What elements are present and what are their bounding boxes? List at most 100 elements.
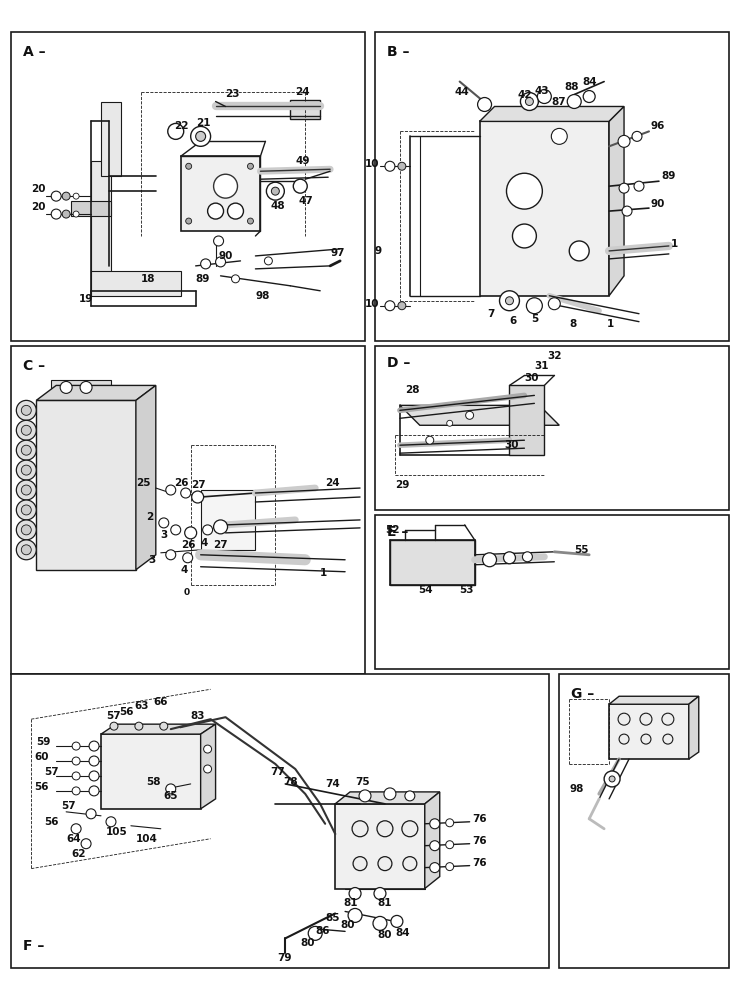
Circle shape bbox=[632, 131, 642, 141]
Bar bbox=[51, 380, 111, 400]
Text: B –: B – bbox=[387, 45, 409, 59]
Text: 90: 90 bbox=[651, 199, 665, 209]
Circle shape bbox=[16, 540, 36, 560]
Polygon shape bbox=[71, 201, 111, 216]
Circle shape bbox=[21, 505, 31, 515]
Circle shape bbox=[89, 786, 99, 796]
Circle shape bbox=[186, 163, 192, 169]
Text: 80: 80 bbox=[300, 938, 314, 948]
Text: 80: 80 bbox=[340, 920, 354, 930]
Circle shape bbox=[385, 161, 395, 171]
Text: 89: 89 bbox=[661, 171, 676, 181]
Text: 27: 27 bbox=[214, 540, 228, 550]
Circle shape bbox=[192, 491, 204, 503]
Circle shape bbox=[51, 209, 61, 219]
Text: 0: 0 bbox=[184, 588, 190, 597]
Circle shape bbox=[293, 179, 307, 193]
Text: 89: 89 bbox=[195, 274, 210, 284]
Circle shape bbox=[447, 420, 453, 426]
Text: 84: 84 bbox=[395, 928, 409, 938]
Text: 56: 56 bbox=[34, 782, 49, 792]
Circle shape bbox=[503, 552, 516, 564]
Polygon shape bbox=[400, 405, 559, 425]
Circle shape bbox=[21, 525, 31, 535]
Circle shape bbox=[391, 915, 403, 927]
Text: 48: 48 bbox=[270, 201, 285, 211]
Polygon shape bbox=[91, 271, 181, 296]
Circle shape bbox=[537, 90, 551, 103]
Circle shape bbox=[398, 302, 406, 310]
Text: 79: 79 bbox=[278, 953, 292, 963]
Text: 98: 98 bbox=[255, 291, 270, 301]
Circle shape bbox=[622, 206, 632, 216]
Circle shape bbox=[374, 888, 386, 899]
Circle shape bbox=[21, 445, 31, 455]
Text: E –: E – bbox=[387, 525, 408, 539]
Bar bbox=[11, 674, 549, 968]
Bar bbox=[335, 804, 425, 889]
Circle shape bbox=[641, 734, 651, 744]
Bar bbox=[181, 156, 260, 231]
Circle shape bbox=[377, 821, 393, 837]
Text: 81: 81 bbox=[343, 898, 357, 908]
Text: 81: 81 bbox=[377, 898, 391, 908]
Circle shape bbox=[195, 131, 206, 141]
Text: 47: 47 bbox=[298, 196, 313, 206]
Circle shape bbox=[21, 405, 31, 415]
Circle shape bbox=[135, 722, 143, 730]
Text: 54: 54 bbox=[418, 585, 432, 595]
Text: 60: 60 bbox=[34, 752, 49, 762]
Circle shape bbox=[80, 381, 92, 393]
Circle shape bbox=[16, 520, 36, 540]
Text: 78: 78 bbox=[283, 777, 298, 787]
Text: 75: 75 bbox=[355, 777, 370, 787]
Circle shape bbox=[166, 784, 175, 794]
Text: 1: 1 bbox=[607, 319, 614, 329]
Text: 85: 85 bbox=[325, 913, 340, 923]
Circle shape bbox=[186, 218, 192, 224]
Text: 2: 2 bbox=[146, 512, 153, 522]
Circle shape bbox=[513, 224, 536, 248]
Text: 65: 65 bbox=[164, 791, 178, 801]
Text: 58: 58 bbox=[146, 777, 161, 787]
Text: 76: 76 bbox=[473, 836, 487, 846]
Circle shape bbox=[348, 908, 362, 922]
Polygon shape bbox=[136, 385, 156, 570]
Circle shape bbox=[634, 181, 644, 191]
Circle shape bbox=[663, 734, 673, 744]
Polygon shape bbox=[509, 385, 545, 455]
Text: 20: 20 bbox=[31, 184, 46, 194]
Text: 24: 24 bbox=[295, 87, 310, 97]
Circle shape bbox=[21, 485, 31, 495]
Polygon shape bbox=[91, 161, 111, 291]
Text: 80: 80 bbox=[377, 930, 391, 940]
Circle shape bbox=[16, 480, 36, 500]
Circle shape bbox=[89, 756, 99, 766]
Text: 104: 104 bbox=[136, 834, 158, 844]
Circle shape bbox=[430, 863, 440, 873]
Bar bbox=[559, 674, 729, 968]
Polygon shape bbox=[390, 540, 474, 585]
Text: 3: 3 bbox=[161, 530, 168, 540]
Text: 18: 18 bbox=[141, 274, 155, 284]
Bar bbox=[375, 32, 729, 341]
Circle shape bbox=[618, 713, 630, 725]
Polygon shape bbox=[36, 400, 136, 570]
Circle shape bbox=[583, 91, 595, 102]
Text: 77: 77 bbox=[270, 767, 285, 777]
Circle shape bbox=[72, 742, 80, 750]
Text: 19: 19 bbox=[79, 294, 93, 304]
Circle shape bbox=[266, 182, 284, 200]
Text: 26: 26 bbox=[174, 478, 188, 488]
Text: 28: 28 bbox=[405, 385, 420, 395]
Polygon shape bbox=[609, 696, 699, 704]
Text: 25: 25 bbox=[136, 478, 150, 488]
Circle shape bbox=[168, 123, 184, 139]
Circle shape bbox=[21, 465, 31, 475]
Text: 97: 97 bbox=[330, 248, 345, 258]
Circle shape bbox=[16, 440, 36, 460]
Circle shape bbox=[159, 518, 169, 528]
Circle shape bbox=[62, 192, 70, 200]
Text: 76: 76 bbox=[473, 858, 487, 868]
Bar bbox=[201, 490, 255, 550]
